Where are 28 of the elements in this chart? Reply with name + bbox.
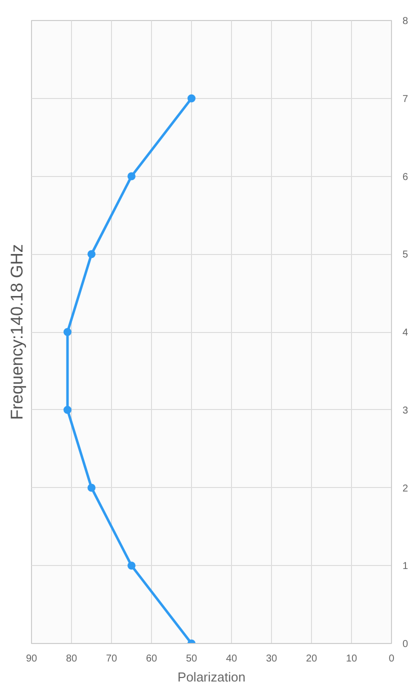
x-tick-label: 60 <box>146 654 158 664</box>
text: Frequency:140.18 GHz <box>8 244 26 420</box>
y-tick-label: 0 <box>402 639 408 650</box>
x-tick-label: 10 <box>346 654 358 664</box>
y-tick-label: 1 <box>402 561 408 572</box>
x-tick-label: 30 <box>266 654 278 664</box>
y-tick-label: 4 <box>402 328 408 338</box>
y-tick-label: 5 <box>402 250 408 261</box>
point <box>128 172 136 180</box>
y-tick-label: 6 <box>402 172 408 183</box>
point <box>188 94 196 102</box>
x-tick-label: 50 <box>186 654 198 664</box>
y-tick-label: 7 <box>402 94 408 105</box>
point <box>64 328 72 336</box>
y-tick-label: 2 <box>402 483 408 494</box>
x-tick-label: 20 <box>306 654 318 664</box>
point <box>64 406 72 414</box>
y-tick-label: 8 <box>402 16 408 27</box>
x-tick-label: 40 <box>226 654 238 664</box>
point <box>128 562 136 570</box>
y-tick-label: 3 <box>402 405 408 416</box>
point <box>88 250 96 258</box>
point <box>88 484 96 492</box>
x-tick-label: 70 <box>106 654 118 664</box>
x-tick-label: 0 <box>388 654 395 664</box>
x-axis-title: Polarization <box>178 670 246 684</box>
x-tick-label: 80 <box>66 654 78 664</box>
x-tick-label: 90 <box>26 654 38 664</box>
